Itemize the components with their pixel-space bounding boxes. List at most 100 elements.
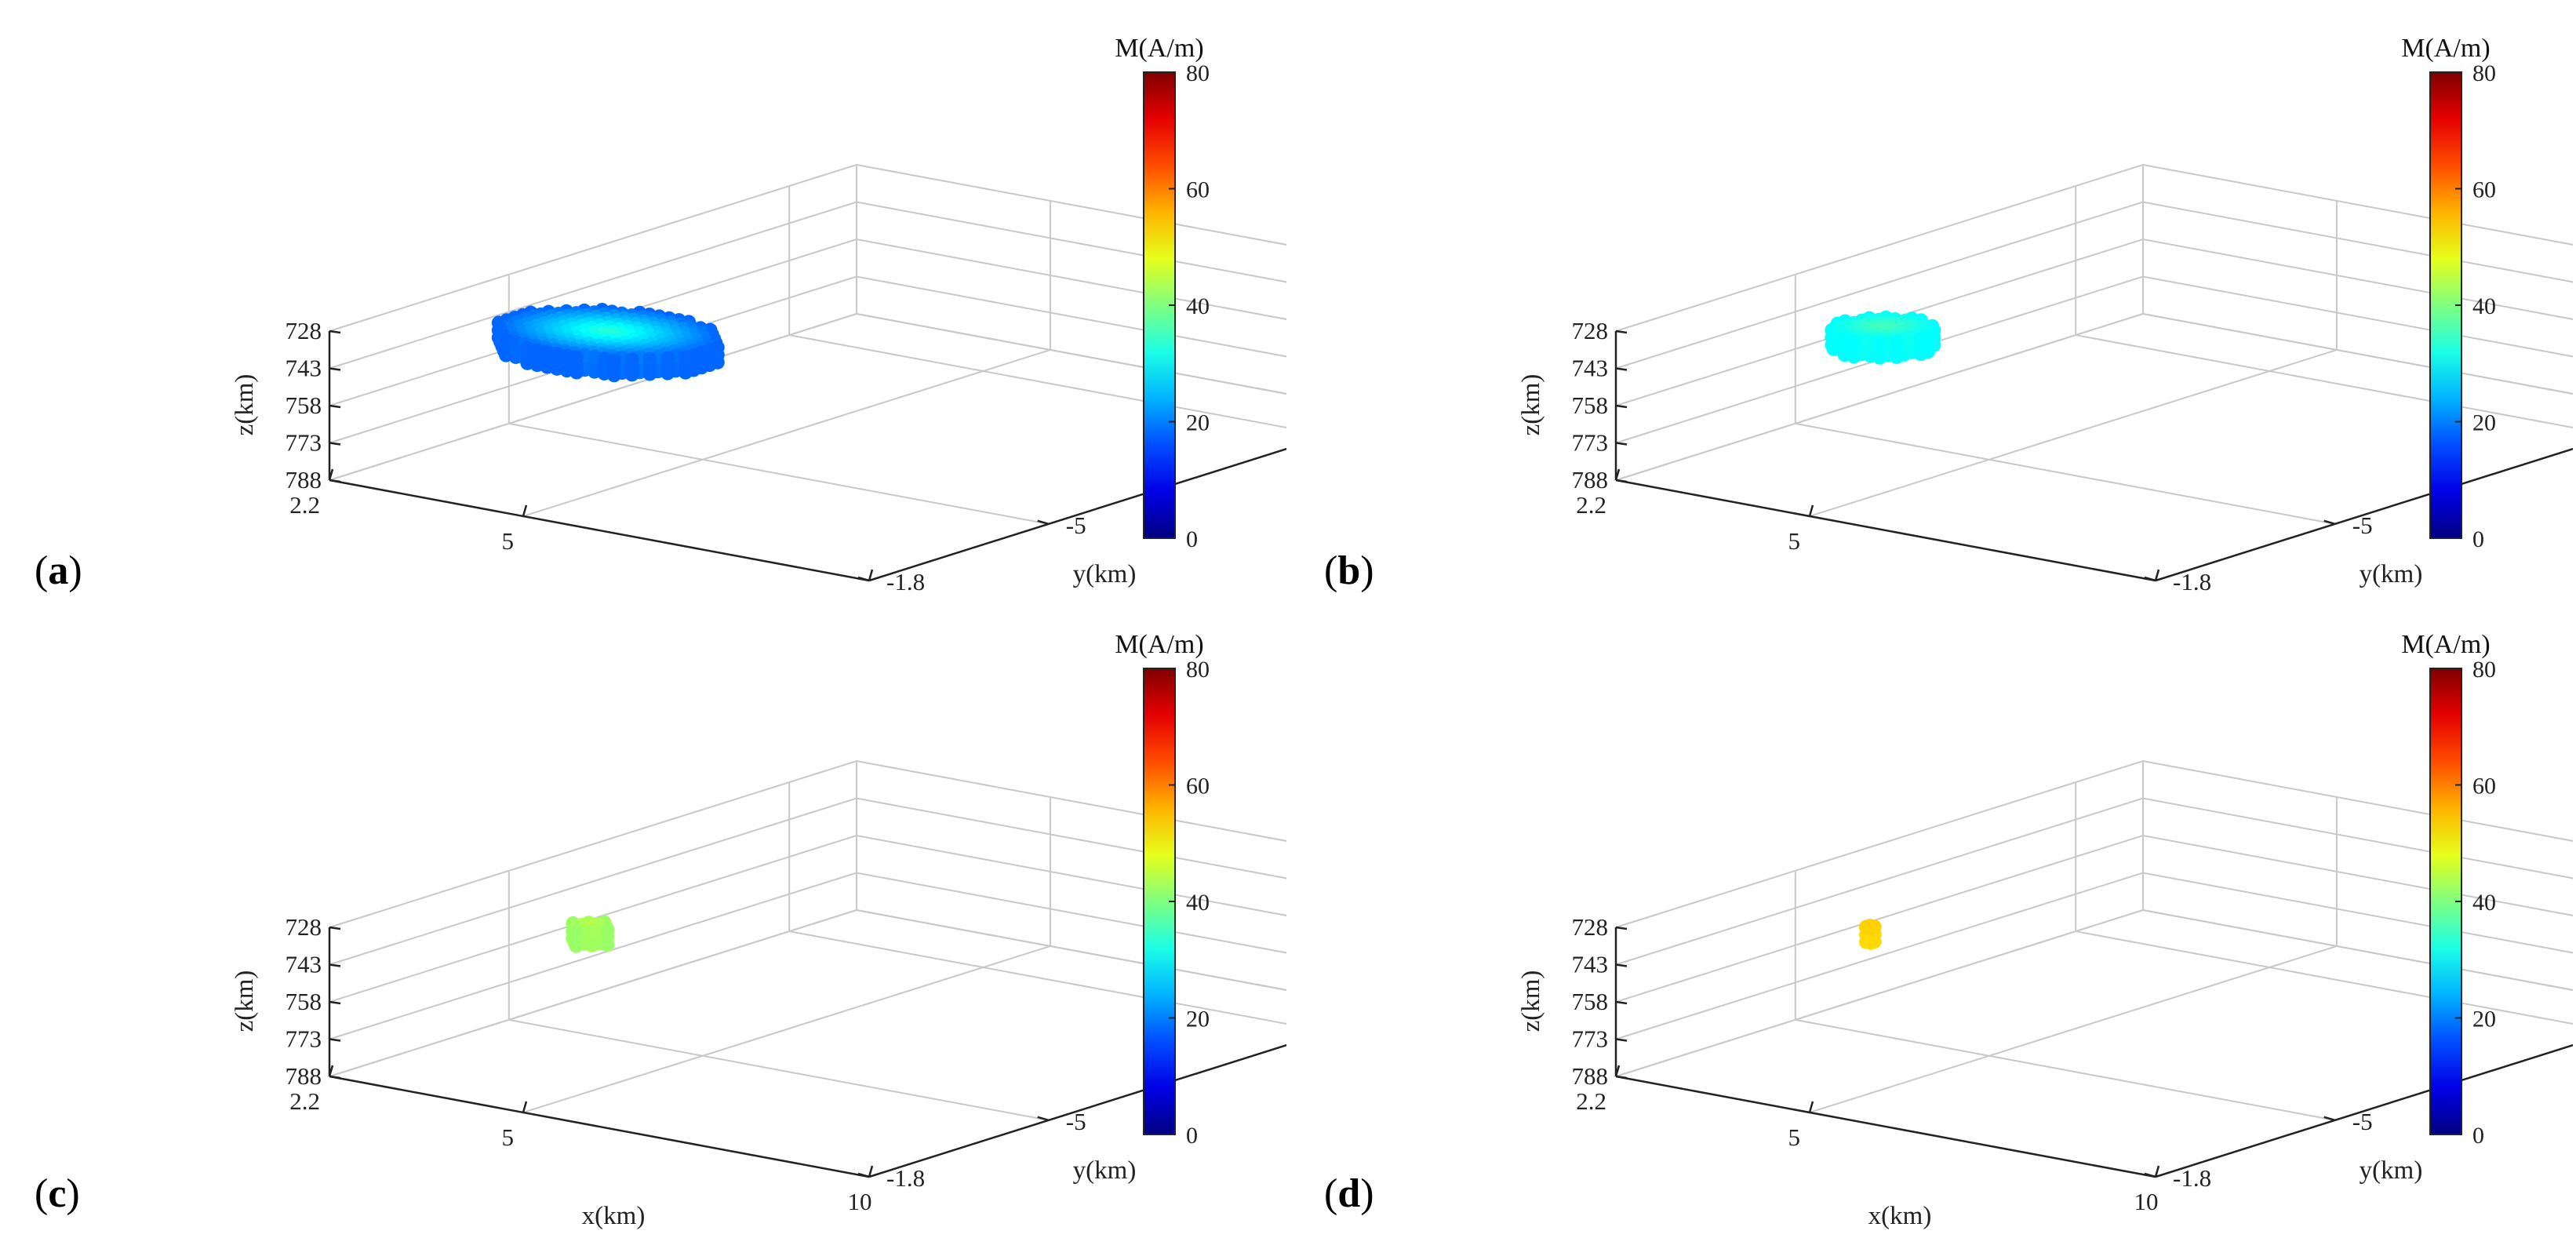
z-tick-label: 758 [286, 988, 322, 1015]
z-tick-label: 773 [286, 429, 322, 457]
x-axis-label: x(km) [1868, 1202, 1932, 1230]
colorbar-label: M(A/m) [2401, 630, 2490, 659]
chart-svg-a: 2.2510-1.8-5-10-11.2728743758773788x(km)… [231, 34, 1286, 596]
panel-c: 2.2510-1.8-5-10-11.2728743758773788x(km)… [0, 596, 1286, 1249]
colorbar-label: M(A/m) [1115, 630, 1203, 659]
y-tick-label: -1.8 [886, 1164, 925, 1192]
z-tick-label: 788 [1572, 466, 1609, 493]
body-point [600, 923, 615, 938]
x-tick-label: 10 [2134, 592, 2159, 596]
colorbar-tick-label: 60 [2472, 177, 2496, 203]
x-tick-label: 5 [501, 1123, 514, 1151]
body-point [678, 350, 693, 365]
x-tick-label: 2.2 [289, 491, 320, 519]
y-axis-label: y(km) [1073, 560, 1137, 588]
x-tick-label: 5 [1788, 1123, 1800, 1151]
grid-d [1615, 759, 2573, 1121]
axes-b [1614, 330, 2573, 582]
x-tick-label: 2.2 [1576, 1087, 1606, 1115]
colorbar-label: M(A/m) [1115, 34, 1203, 63]
z-tick-label: 788 [1572, 1062, 1609, 1090]
y-tick-label: -5 [2352, 512, 2373, 539]
body-point [1872, 335, 1887, 350]
body-point [1913, 332, 1928, 347]
body-point [642, 351, 657, 366]
body-point [1846, 334, 1861, 349]
colorbar-label: M(A/m) [2401, 34, 2490, 63]
z-tick-label: 773 [1572, 429, 1609, 457]
y-tick-label: -5 [1066, 1108, 1086, 1135]
y-tick-label: -1.8 [886, 568, 925, 595]
body-point [624, 352, 639, 367]
x-tick-label: 10 [848, 1188, 872, 1215]
colorbar-tick-label: 80 [2472, 657, 2496, 683]
x-tick-label: 2.2 [1576, 491, 1606, 519]
colorbar-tick-label: 40 [1186, 293, 1210, 319]
magnetized-body-a [491, 302, 725, 383]
z-tick-label: 758 [286, 391, 322, 419]
colorbar-tick-label: 60 [1186, 774, 1210, 799]
panel-d: 2.2510-1.8-5-10-11.2728743758773788x(km)… [1286, 596, 2573, 1249]
z-tick-label: 743 [286, 355, 322, 382]
colorbar-tick-label: 20 [1186, 1007, 1210, 1032]
z-tick-label: 773 [286, 1025, 322, 1053]
colorbar-tick-label: 0 [1186, 1123, 1198, 1149]
body-point [1889, 334, 1904, 349]
body-point [569, 350, 584, 365]
colorbar-tick-label: 40 [1186, 890, 1210, 916]
z-tick-label: 743 [1572, 951, 1609, 978]
z-tick-label: 758 [1572, 988, 1609, 1015]
chart-svg-b: 2.2510-1.8-5-10-11.2728743758773788x(km)… [1517, 34, 2573, 596]
colorbar-tick-label: 80 [1186, 657, 1210, 683]
magnetized-body-b [1825, 310, 1941, 365]
panel-label-a: (a) [35, 548, 82, 593]
x-tick-label: 2.2 [289, 1087, 320, 1115]
z-tick-label: 788 [286, 1062, 322, 1090]
magnetized-body-c [566, 915, 615, 953]
body-point [606, 353, 621, 368]
x-tick-label: 10 [2134, 1188, 2159, 1215]
z-tick-label: 728 [286, 913, 322, 941]
body-point [660, 351, 675, 366]
z-tick-label: 788 [286, 466, 322, 493]
axes-a [328, 330, 1286, 582]
axes-c [328, 926, 1286, 1178]
colorbar-tick-label: 0 [2472, 1123, 2484, 1149]
colorbar-tick-label: 80 [2472, 60, 2496, 86]
colorbar-tick-label: 0 [2472, 526, 2484, 552]
z-tick-label: 728 [1572, 317, 1609, 344]
x-tick-label: 10 [848, 592, 872, 596]
body-point [1863, 920, 1878, 935]
z-axis-label: z(km) [231, 970, 259, 1032]
colorbar-tick-label: 0 [1186, 526, 1198, 552]
chart-svg-c: 2.2510-1.8-5-10-11.2728743758773788x(km)… [231, 630, 1286, 1230]
colorbar-tick-label: 20 [1186, 410, 1210, 436]
panel-a: 2.2510-1.8-5-10-11.2728743758773788x(km)… [0, 0, 1286, 596]
z-axis-label: z(km) [1517, 374, 1545, 436]
colorbar-d [2429, 668, 2462, 1135]
grid-b [1615, 163, 2573, 525]
grid-c [329, 759, 1286, 1121]
y-axis-label: y(km) [2360, 560, 2423, 588]
colorbar-tick-label: 20 [2472, 410, 2496, 436]
z-tick-label: 743 [286, 951, 322, 978]
x-tick-label: 5 [501, 527, 514, 555]
panel-label-c: (c) [35, 1171, 80, 1216]
x-axis-label: x(km) [582, 1202, 646, 1230]
z-tick-label: 743 [1572, 355, 1609, 382]
magnetized-body-d [1859, 919, 1882, 950]
colorbar-tick-label: 60 [2472, 774, 2496, 799]
body-point [569, 923, 584, 938]
y-axis-label: y(km) [2360, 1156, 2423, 1185]
colorbar-tick-label: 80 [1186, 60, 1210, 86]
y-axis-label: y(km) [1073, 1156, 1137, 1185]
y-tick-label: -5 [1066, 512, 1086, 539]
z-tick-label: 728 [286, 317, 322, 344]
z-axis-label: z(km) [1517, 970, 1545, 1032]
body-point [584, 923, 599, 938]
y-tick-label: -1.8 [2173, 1164, 2211, 1192]
z-tick-label: 758 [1572, 391, 1609, 419]
colorbar-tick-label: 40 [2472, 293, 2496, 319]
chart-svg-d: 2.2510-1.8-5-10-11.2728743758773788x(km)… [1517, 630, 2573, 1230]
z-axis-label: z(km) [231, 374, 259, 436]
